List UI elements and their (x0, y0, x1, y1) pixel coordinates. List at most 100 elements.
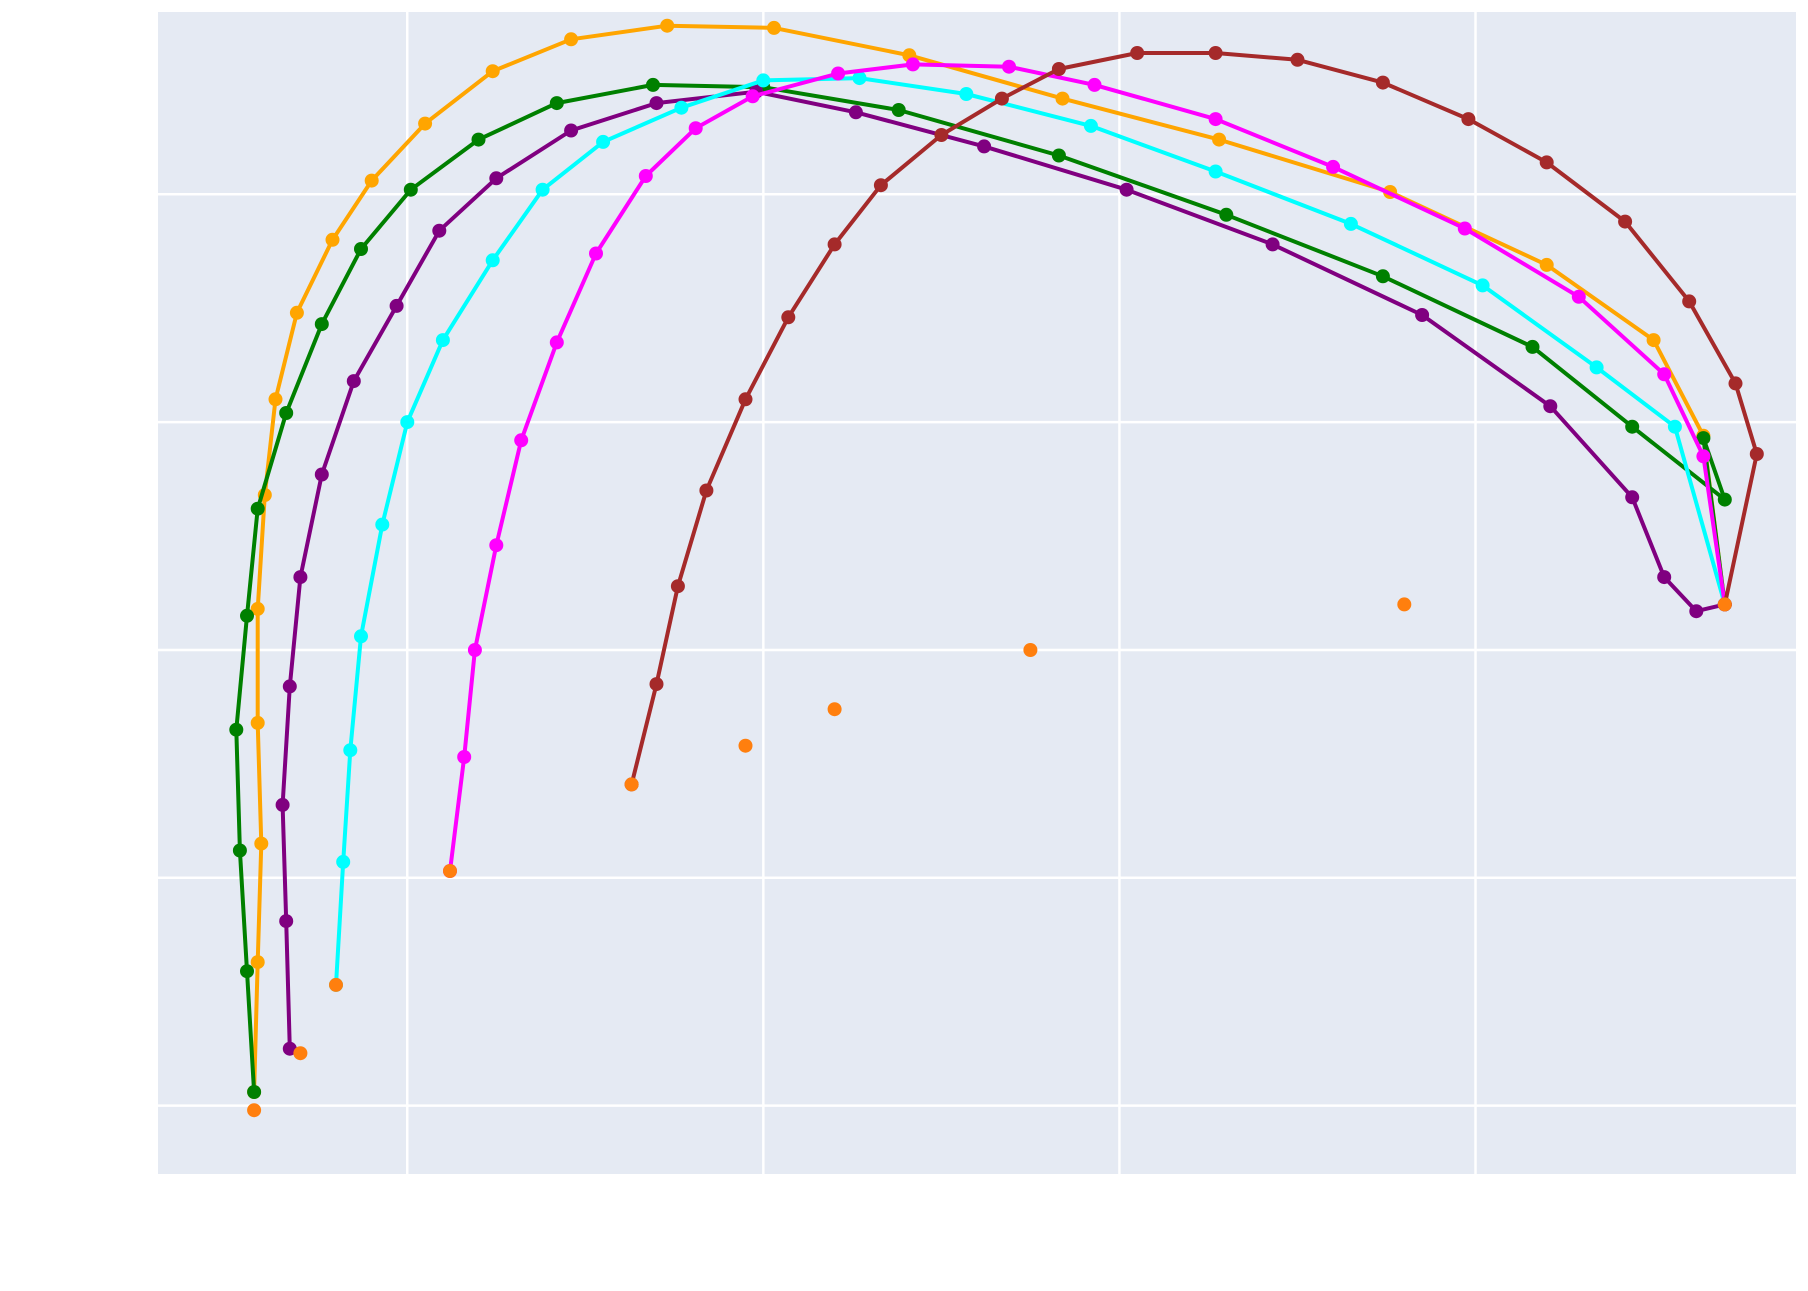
series-5 (624, 46, 1764, 792)
series-4-point-12 (1002, 59, 1016, 74)
series-3-point-18 (1589, 360, 1604, 375)
series-4-point-15 (1326, 159, 1341, 174)
series-0-point-6 (268, 392, 283, 407)
series-4-point-7 (638, 169, 653, 183)
series-4-point-18 (1657, 367, 1672, 382)
grid-layer (158, 12, 1796, 1174)
series-3-point-14 (1083, 118, 1098, 133)
series-1-point-1 (240, 964, 254, 979)
series-4-point-2 (467, 643, 482, 657)
series-5-point-18 (1682, 294, 1697, 309)
series-3-point-1 (336, 854, 351, 869)
series-3-point-12 (852, 71, 867, 86)
series-3-point-16 (1343, 216, 1358, 231)
series-2-point-8 (432, 223, 447, 238)
series-4-point-8 (688, 121, 703, 136)
series-1-point-17 (1375, 269, 1390, 284)
series-2-point-20 (1657, 570, 1672, 585)
series-5-point-10 (1051, 62, 1066, 76)
series-4-point-4 (514, 433, 529, 448)
series-5-point-8 (934, 128, 949, 142)
series-5-point-5 (781, 310, 796, 325)
series-1-point-12 (646, 77, 660, 92)
series-3-point-19 (1667, 419, 1682, 434)
series-0-point-8 (325, 232, 340, 247)
series-4-point-13 (1087, 77, 1102, 92)
series-2-point-11 (649, 96, 664, 111)
series-0-point-9 (364, 173, 379, 188)
standalone-points-layer (247, 597, 1732, 1118)
series-1-point-19 (1625, 419, 1640, 434)
standalone-point-2 (329, 977, 343, 992)
series-4-point-5 (549, 335, 564, 350)
series-5-point-4 (738, 392, 753, 407)
series-2-point-10 (564, 123, 579, 138)
standalone-point-1 (293, 1046, 308, 1061)
series-1-point-9 (403, 182, 418, 197)
standalone-point-9 (1717, 597, 1732, 612)
series-layer (229, 18, 1764, 1099)
series-5-point-9 (994, 91, 1009, 106)
series-2-point-7 (389, 298, 404, 313)
series-2-point-14 (977, 139, 992, 154)
series-0-point-1 (250, 955, 265, 970)
series-4-point-16 (1457, 221, 1472, 236)
series-5-point-15 (1461, 112, 1476, 127)
plot-area (158, 12, 1796, 1174)
series-3-point-13 (959, 87, 974, 101)
series-1-point-3 (229, 722, 244, 737)
series-2-point-1 (279, 914, 294, 929)
series-1-point-16 (1219, 207, 1234, 222)
series-0-point-7 (289, 305, 304, 320)
series-4-point-14 (1208, 112, 1223, 127)
series-0-point-19 (1539, 257, 1554, 272)
series-5-point-14 (1375, 75, 1390, 90)
series-4-point-6 (589, 246, 603, 261)
series-5-point-1 (649, 677, 664, 692)
series-5-point-13 (1290, 52, 1305, 67)
series-3-point-5 (400, 415, 415, 430)
series-3-point-6 (435, 333, 450, 348)
standalone-point-8 (1397, 597, 1412, 612)
series-4-point-10 (831, 66, 846, 81)
series-3-point-17 (1475, 278, 1490, 293)
series-line-5 (629, 51, 1759, 787)
series-2-point-0 (282, 1041, 297, 1056)
series-5-point-7 (873, 178, 888, 193)
series-3-point-4 (375, 517, 390, 532)
series-1-point-0 (247, 1085, 262, 1099)
series-0-point-12 (564, 32, 579, 47)
series-0-point-10 (418, 116, 433, 131)
series-3-point-2 (343, 743, 358, 758)
series-2-point-18 (1543, 399, 1558, 414)
series-4-point-19 (1696, 449, 1711, 464)
series-2-point-13 (848, 105, 863, 120)
series-3-point-3 (354, 629, 368, 644)
series-4-point-17 (1571, 289, 1586, 304)
series-1-point-20 (1717, 492, 1732, 507)
series-2-point-21 (1689, 604, 1704, 619)
series-2-point-19 (1625, 490, 1640, 505)
series-2-point-2 (275, 797, 290, 812)
series-5-point-20 (1749, 447, 1764, 461)
series-1-point-14 (891, 103, 906, 117)
series-2-point-17 (1415, 308, 1430, 322)
series-0-point-11 (485, 64, 500, 79)
series-5-point-2 (670, 579, 685, 594)
series-3-point-9 (596, 134, 611, 149)
series-5-point-11 (1130, 46, 1145, 60)
series-1-point-18 (1525, 339, 1540, 354)
series-3-point-8 (535, 182, 550, 197)
standalone-point-7 (1023, 643, 1038, 657)
series-4-point-1 (457, 750, 472, 764)
series-2-point-5 (314, 467, 329, 482)
series-0-point-17 (1212, 132, 1227, 147)
series-1-point-15 (1051, 148, 1066, 163)
series-0-point-16 (1055, 91, 1070, 106)
series-2-point-15 (1119, 182, 1134, 197)
series-1-point-10 (471, 132, 486, 147)
series-3-point-7 (485, 253, 500, 268)
series-1-point-4 (240, 608, 254, 623)
series-5-point-3 (699, 483, 714, 498)
